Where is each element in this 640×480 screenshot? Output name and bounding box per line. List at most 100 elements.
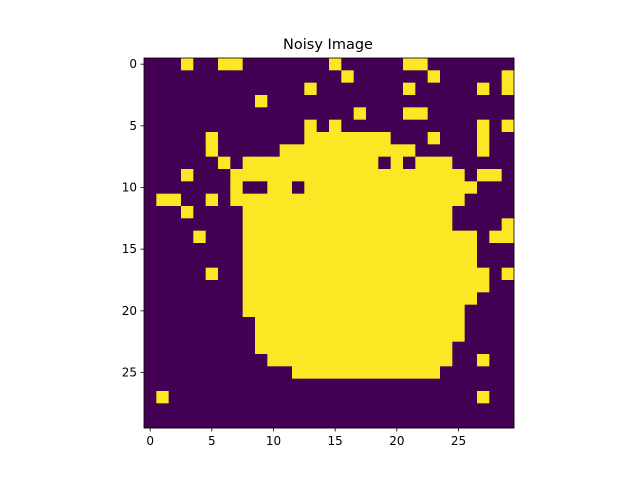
heatmap-cell: [316, 391, 330, 404]
heatmap-cell: [403, 329, 416, 343]
heatmap-cell: [205, 58, 219, 71]
heatmap-cell: [353, 156, 367, 170]
heatmap-cell: [193, 58, 207, 71]
heatmap-cell: [415, 329, 429, 343]
heatmap-cell: [168, 280, 182, 293]
heatmap-cell: [205, 218, 219, 232]
heatmap-cell: [353, 169, 367, 182]
heatmap-cell: [477, 280, 490, 293]
heatmap-cell: [230, 354, 244, 367]
heatmap-cell: [366, 391, 379, 404]
heatmap-cell: [144, 119, 157, 133]
heatmap-cell: [279, 280, 293, 293]
heatmap-cell: [489, 206, 503, 219]
heatmap-cell: [292, 280, 305, 293]
heatmap-cell: [279, 169, 293, 182]
heatmap-cell: [242, 169, 256, 182]
heatmap-cell: [366, 280, 379, 293]
heatmap-cell: [464, 292, 478, 306]
heatmap-cell: [464, 144, 478, 158]
heatmap-cell: [452, 415, 466, 429]
heatmap-cell: [168, 341, 182, 355]
heatmap-cell: [242, 95, 256, 108]
heatmap-cell: [415, 292, 429, 306]
heatmap-cell: [440, 415, 453, 429]
heatmap-cell: [193, 378, 207, 392]
heatmap-cell: [181, 144, 194, 158]
heatmap-cell: [501, 341, 515, 355]
heatmap-cell: [292, 95, 305, 108]
heatmap-cell: [267, 341, 281, 355]
heatmap-cell: [501, 70, 515, 84]
heatmap-cell: [316, 403, 330, 417]
heatmap-cell: [366, 317, 379, 330]
heatmap-cell: [218, 267, 231, 281]
heatmap-cell: [193, 230, 207, 244]
heatmap-cell: [144, 255, 157, 269]
heatmap-cell: [489, 317, 503, 330]
heatmap-cell: [464, 267, 478, 281]
heatmap-cell: [279, 82, 293, 96]
heatmap-cell: [205, 292, 219, 306]
heatmap-cell: [279, 206, 293, 219]
heatmap-cell: [440, 70, 453, 84]
heatmap-cell: [329, 82, 342, 96]
heatmap-cell: [427, 206, 441, 219]
heatmap-cell: [205, 304, 219, 318]
heatmap-cell: [366, 119, 379, 133]
heatmap-cell: [440, 206, 453, 219]
heatmap-cell: [304, 341, 318, 355]
heatmap-cell: [452, 292, 466, 306]
heatmap-cell: [218, 119, 231, 133]
heatmap-cell: [501, 329, 515, 343]
heatmap-cell: [218, 391, 231, 404]
heatmap-cell: [255, 292, 268, 306]
heatmap-cell: [477, 169, 490, 182]
heatmap-cell: [464, 169, 478, 182]
heatmap-cell: [452, 378, 466, 392]
heatmap-cell: [390, 82, 404, 96]
heatmap-cell: [168, 132, 182, 145]
heatmap-cell: [242, 206, 256, 219]
heatmap-cell: [390, 243, 404, 256]
heatmap-cell: [415, 206, 429, 219]
heatmap-cell: [378, 119, 392, 133]
heatmap-cell: [440, 95, 453, 108]
heatmap-cell: [181, 391, 194, 404]
heatmap-cell: [477, 354, 490, 367]
heatmap-cell: [144, 169, 157, 182]
heatmap-cell: [292, 218, 305, 232]
heatmap-cell: [341, 391, 355, 404]
heatmap-cell: [366, 354, 379, 367]
heatmap-cell: [168, 391, 182, 404]
heatmap-cell: [353, 304, 367, 318]
heatmap-cell: [255, 341, 268, 355]
heatmap-cell: [316, 156, 330, 170]
heatmap-cell: [304, 354, 318, 367]
heatmap-cell: [144, 304, 157, 318]
heatmap-cell: [181, 156, 194, 170]
heatmap-cell: [341, 58, 355, 71]
heatmap-cell: [205, 206, 219, 219]
heatmap-cell: [329, 292, 342, 306]
heatmap-cell: [168, 156, 182, 170]
heatmap-cell: [390, 206, 404, 219]
heatmap-cell: [415, 366, 429, 380]
heatmap-cell: [489, 304, 503, 318]
heatmap-cell: [242, 366, 256, 380]
heatmap-cell: [329, 391, 342, 404]
heatmap-cell: [341, 255, 355, 269]
heatmap-cell: [267, 169, 281, 182]
heatmap-cell: [489, 292, 503, 306]
heatmap-cell: [403, 415, 416, 429]
heatmap-cell: [292, 193, 305, 207]
heatmap-cell: [168, 107, 182, 121]
heatmap-cell: [230, 378, 244, 392]
heatmap-cell: [279, 292, 293, 306]
heatmap-cell: [464, 304, 478, 318]
heatmap-cell: [341, 193, 355, 207]
heatmap-cell: [464, 280, 478, 293]
heatmap-cell: [316, 95, 330, 108]
heatmap-cell: [477, 230, 490, 244]
heatmap-cell: [144, 132, 157, 145]
